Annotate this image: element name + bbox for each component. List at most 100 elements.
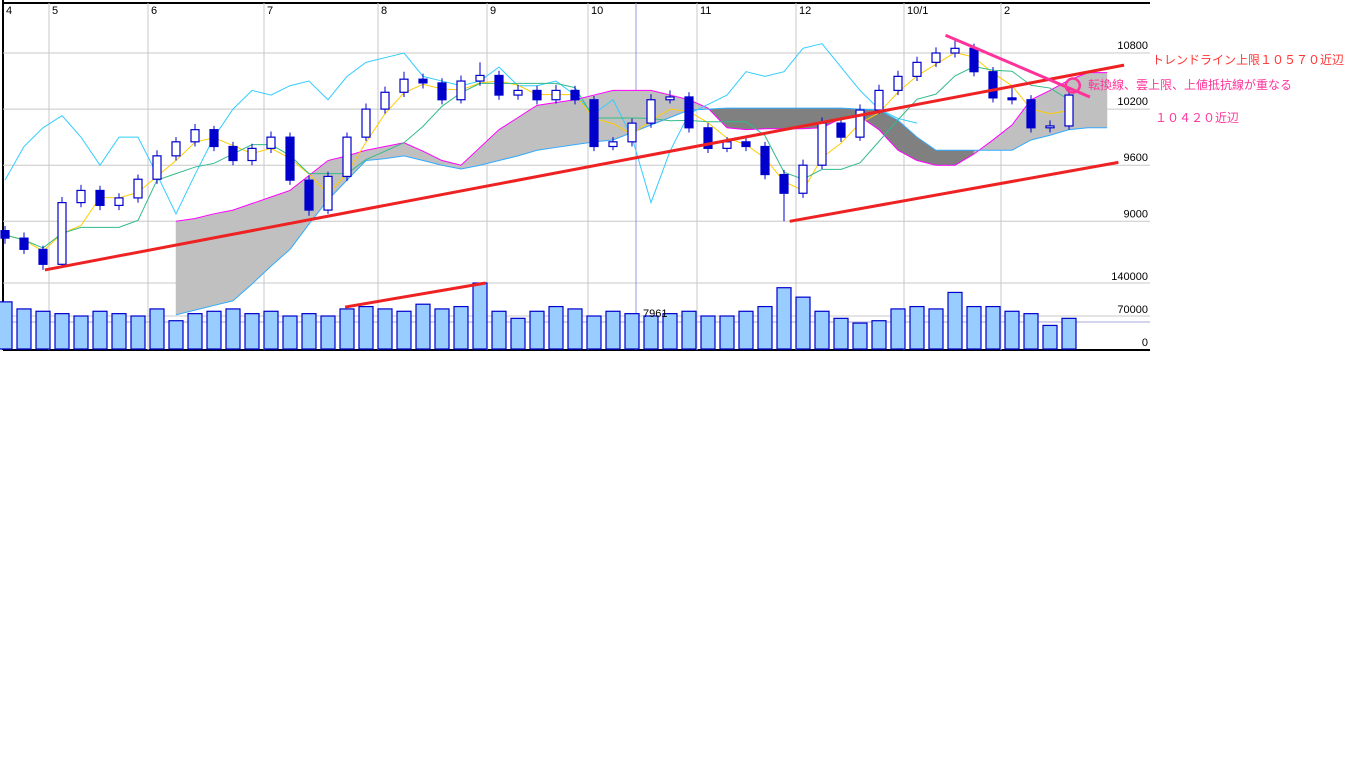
candle-body — [950, 47, 960, 54]
x-tick-label: 10 — [591, 5, 603, 17]
x-tick-label: 9 — [490, 5, 496, 17]
volume-bar — [35, 310, 51, 350]
cloud-segment — [251, 196, 272, 285]
candle-body — [456, 80, 466, 101]
candle-body — [323, 175, 333, 211]
candle-body — [646, 99, 656, 124]
candles — [0, 38, 1074, 270]
volume-bar — [681, 310, 697, 350]
kijun-sen-line — [4, 66, 1070, 249]
volume-bar — [320, 315, 336, 350]
x-tick-label: 4 — [6, 5, 12, 17]
volume-bar — [586, 315, 602, 350]
candle-body — [665, 96, 675, 101]
volume-bar — [282, 315, 298, 350]
volume-bar — [510, 317, 526, 350]
volume-bar — [263, 310, 279, 350]
x-tick-label: 5 — [52, 5, 58, 17]
volume-bar — [833, 317, 849, 350]
cloud-segment — [764, 107, 785, 129]
volume-bar — [130, 315, 146, 350]
price-tick-label: 9600 — [1124, 152, 1148, 164]
candle-body — [760, 145, 770, 176]
volume-trendline — [344, 281, 486, 309]
trendline — [789, 160, 1119, 223]
cloud-segment — [555, 99, 576, 148]
x-tick-label: 7 — [267, 5, 273, 17]
annotation-trendline-upper: トレンドライン上限１０５７０近辺 — [1152, 53, 1345, 67]
volume-bar — [415, 303, 431, 350]
volume-bar — [947, 291, 963, 350]
volume-bar — [1042, 324, 1058, 350]
volume-bar — [776, 287, 792, 350]
candle-body — [779, 173, 789, 194]
candle-body — [152, 155, 162, 180]
candle-body — [608, 141, 618, 148]
volume-bar — [1061, 317, 1077, 350]
cloud-segment — [726, 107, 747, 130]
candle-body — [551, 89, 561, 101]
candle-body — [399, 78, 409, 93]
candle-body — [0, 230, 10, 239]
volume-bar — [966, 305, 982, 350]
candle-body — [57, 202, 67, 265]
cloud-segment — [745, 107, 766, 130]
volume-bar — [434, 308, 450, 350]
cloud-segment — [479, 129, 500, 166]
trendlines — [44, 33, 1125, 309]
candle-body — [570, 89, 580, 101]
volume-bar — [700, 315, 716, 350]
volume-bar — [73, 315, 89, 350]
volume-bar — [92, 310, 108, 350]
volume-bar — [605, 310, 621, 350]
annotation-overlap-level: １０４２０近辺 — [1155, 111, 1240, 125]
volume-bar — [396, 310, 412, 350]
volume-bar — [757, 305, 773, 350]
x-tick-label: 2 — [1004, 5, 1010, 17]
annotation-overlap-note: 転換線、雲上限、上値抵抗線が重なる — [1088, 78, 1293, 92]
volume-bar — [453, 305, 469, 350]
x-tick-label: 6 — [151, 5, 157, 17]
candle-body — [133, 178, 143, 199]
volume-bar — [662, 313, 678, 350]
volume-bar — [244, 313, 260, 350]
candle-body — [931, 52, 941, 63]
volume-bar — [54, 313, 70, 350]
volume-tick-label: 70000 — [1117, 304, 1148, 316]
candle-body — [19, 237, 29, 250]
volume-bar — [0, 301, 13, 350]
volume-bar — [168, 320, 184, 350]
candle-body — [893, 75, 903, 91]
volume-bar — [928, 308, 944, 350]
volume-bar — [1023, 313, 1039, 350]
candle-body — [589, 99, 599, 148]
candle-body — [171, 141, 181, 157]
volume-bar — [358, 305, 374, 350]
volume-bar — [567, 308, 583, 350]
cloud-segment — [536, 102, 557, 151]
candle-body — [76, 189, 86, 204]
candle-body — [437, 82, 447, 101]
candle-body — [1026, 99, 1036, 129]
candle-body — [532, 89, 542, 101]
volume-bar — [624, 313, 640, 350]
candle-body — [285, 136, 295, 181]
indicator-lines — [4, 43, 1107, 316]
candle-body — [190, 129, 200, 143]
candle-body — [266, 136, 276, 149]
candle-body — [874, 89, 884, 111]
candle-body — [380, 91, 390, 110]
volume-bar — [871, 320, 887, 350]
volume-bar — [301, 313, 317, 350]
candle-body — [114, 197, 124, 207]
candle-body — [342, 136, 352, 178]
candle-body — [1045, 125, 1055, 129]
cloud-segment — [897, 119, 918, 161]
candle-body — [513, 89, 523, 96]
volume-bar — [814, 310, 830, 350]
axis-ticks: 4 5 6 7 8 9 10 11 12 10/1 2 10800 10200 9600 9000 14000… — [6, 5, 1148, 349]
candle-body — [912, 61, 922, 77]
trendline — [944, 33, 1091, 99]
volume-bar — [890, 308, 906, 350]
